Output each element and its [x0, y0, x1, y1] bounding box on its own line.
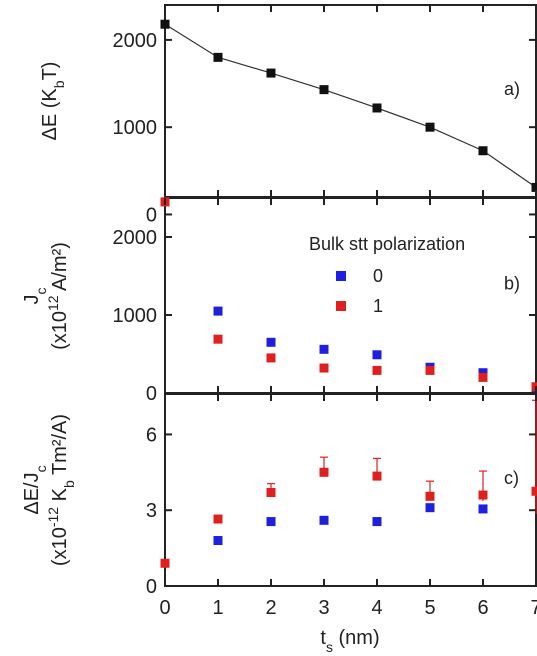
x-tick-label: 1	[212, 597, 223, 619]
panel-b-y-axis-title-line1: Jc	[21, 288, 49, 305]
y-tick-label: 1000	[113, 117, 158, 139]
legend-label-1: 1	[373, 296, 383, 316]
y-tick-label: 1000	[113, 305, 158, 327]
data-point	[319, 363, 329, 373]
x-axis-title: ts (nm)	[320, 627, 379, 655]
data-point	[478, 490, 488, 500]
panel-c-y-title-line2-sub: b	[61, 480, 77, 488]
data-point	[372, 471, 382, 481]
x-tick-label: 0	[159, 597, 170, 619]
series-line	[164, 23, 537, 188]
data-point	[213, 306, 223, 316]
panel-c-y-axis-title-line1: ΔE/Jc	[21, 465, 49, 514]
panel-c-y-title-head: ΔE/J	[21, 472, 43, 514]
data-point	[372, 103, 382, 113]
panel-a-tag: a)	[504, 79, 520, 99]
data-point	[319, 515, 329, 525]
data-point	[531, 382, 537, 392]
x-tick-label: 6	[477, 597, 488, 619]
x-tick-label: 4	[371, 597, 382, 619]
legend: Bulk stt polarization 0 1	[309, 234, 465, 316]
panel-c-y-title-sub: c	[33, 465, 49, 472]
panel-a: 0 1000 2000 a) ΔE (KbT)	[39, 4, 537, 226]
panel-c-y-title-line2-mid: K	[49, 487, 71, 507]
legend-label-0: 0	[373, 266, 383, 286]
data-point	[213, 536, 223, 546]
x-tick-label: 2	[265, 597, 276, 619]
data-point	[372, 517, 382, 527]
panel-c-y-title-line2-head: (x10	[49, 527, 71, 566]
data-point	[319, 344, 329, 354]
panel-c-y-title-line2-sup: -12	[45, 507, 61, 527]
y-tick-label: 2000	[113, 227, 158, 249]
panel-c-y-axis-title-line2: (x10-12 Kb Tm²/A)	[45, 414, 77, 566]
data-point	[372, 350, 382, 360]
data-point	[213, 514, 223, 524]
data-point	[266, 353, 276, 363]
y-tick-label: 0	[146, 383, 157, 405]
panel-b-y-title-head: J	[21, 295, 43, 305]
y-tick-label: 6	[146, 424, 157, 446]
y-tick-label: 0	[146, 204, 157, 226]
data-point	[160, 558, 170, 568]
data-point	[266, 68, 276, 78]
legend-swatch-1	[336, 301, 346, 311]
data-point	[478, 146, 488, 156]
data-point	[425, 122, 435, 132]
panel-b-tag: b)	[504, 274, 520, 294]
panel-a-y-title-sub: b	[51, 80, 67, 88]
panel-b-y-ticks: 0 1000 2000	[113, 227, 536, 405]
legend-title: Bulk stt polarization	[309, 234, 465, 254]
y-tick-label: 2000	[113, 30, 158, 52]
panel-a-frame	[164, 4, 537, 198]
data-point	[160, 19, 170, 29]
panel-b-y-axis-title-line2: (x1012 A/m²)	[45, 242, 71, 350]
data-point	[319, 467, 329, 477]
panel-c-y-ticks: 0 3 6	[146, 424, 536, 598]
x-title-head: t	[320, 627, 326, 649]
data-point	[266, 488, 276, 498]
data-point	[266, 337, 276, 347]
data-point	[425, 365, 435, 375]
panel-b: 0 1000 2000 b) Jc (x1012 A/m²) Bulk stt po…	[21, 197, 537, 405]
data-point	[478, 368, 488, 378]
x-title-sub: s	[326, 639, 333, 655]
data-point	[425, 503, 435, 513]
panel-c-x-ticks: 0 1 2 3 4 5 6 7	[159, 394, 537, 619]
data-point	[213, 52, 223, 62]
panel-a-y-axis-title: ΔE (KbT)	[39, 62, 67, 141]
data-point	[213, 334, 223, 344]
data-point	[266, 517, 276, 527]
panel-b-y-title-sub: c	[33, 288, 49, 295]
panel-a-y-title-head: ΔE (K	[39, 88, 61, 141]
panel-b-y-title-line2-head: (x10	[49, 311, 71, 350]
data-point	[531, 486, 537, 496]
panel-b-frame	[164, 197, 537, 394]
x-title-tail: (nm)	[333, 627, 380, 649]
x-tick-label: 7	[530, 597, 537, 619]
data-point	[319, 85, 329, 95]
panel-c-y-title-line2-tail: Tm²/A)	[49, 414, 71, 480]
x-tick-label: 3	[318, 597, 329, 619]
y-tick-label: 0	[146, 576, 157, 598]
panel-b-y-title-line2-tail: A/m²)	[49, 242, 71, 295]
data-point	[478, 372, 488, 382]
x-tick-label: 5	[424, 597, 435, 619]
panel-a-y-title-tail: T)	[39, 62, 61, 81]
panel-c-tag: c)	[504, 468, 519, 488]
data-point	[425, 491, 435, 501]
data-point	[478, 504, 488, 514]
panel-c-frame	[164, 393, 537, 587]
panel-a-y-ticks: 0 1000 2000	[113, 30, 536, 226]
panel-b-marks	[160, 197, 537, 393]
panel-b-y-title-line2-sup: 12	[45, 295, 61, 311]
legend-swatch-0	[336, 271, 346, 281]
panel-a-marks	[160, 5, 537, 197]
y-tick-label: 3	[146, 500, 157, 522]
panel-c-marks	[160, 399, 537, 568]
data-point	[372, 365, 382, 375]
data-point	[531, 182, 537, 192]
